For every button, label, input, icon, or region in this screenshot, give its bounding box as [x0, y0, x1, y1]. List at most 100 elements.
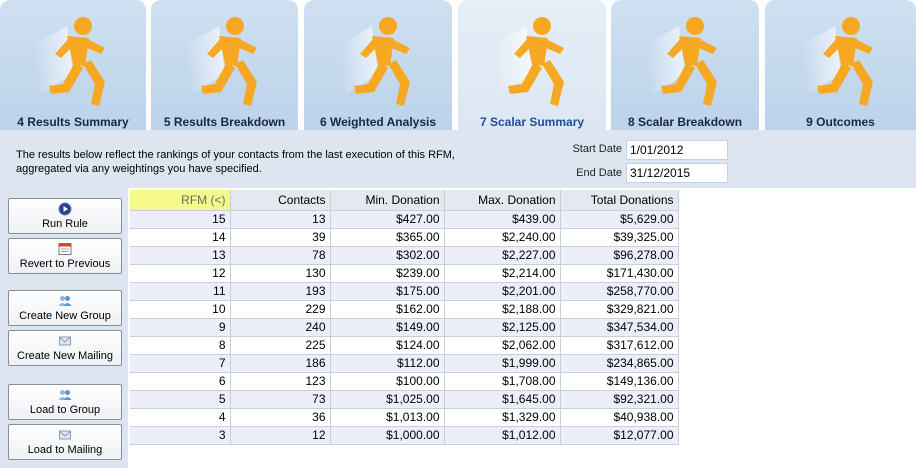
create-new-group-button[interactable]: Create New Group [8, 290, 122, 326]
cell-min-donation: $365.00 [330, 228, 445, 247]
cell-rfm: 11 [130, 282, 231, 301]
cell-total-donations: $171,430.00 [560, 264, 679, 283]
cell-rfm: 13 [130, 246, 231, 265]
cell-total-donations: $5,629.00 [560, 210, 679, 229]
cell-rfm: 15 [130, 210, 231, 229]
table-row[interactable]: 4 36 $1,013.00 $1,329.00 $40,938.00 [130, 408, 679, 427]
group-icon [58, 296, 72, 306]
column-header-total-donations[interactable]: Total Donations [560, 190, 679, 211]
cell-contacts: 12 [230, 426, 331, 445]
cell-total-donations: $329,821.00 [560, 300, 679, 319]
table-row[interactable]: 11 193 $175.00 $2,201.00 $258,770.00 [130, 282, 679, 301]
cell-contacts: 39 [230, 228, 331, 247]
column-header-min-donation[interactable]: Min. Donation [330, 190, 445, 211]
description-line: aggregated via any weightings you have s… [16, 163, 262, 175]
table-header-row: RFM (<) Contacts Min. Donation Max. Dona… [130, 190, 679, 211]
cell-total-donations: $347,534.00 [560, 318, 679, 337]
cell-rfm: 10 [130, 300, 231, 319]
cell-max-donation: $1,329.00 [444, 408, 561, 427]
cell-total-donations: $258,770.00 [560, 282, 679, 301]
tab-strip: 4 Results Summary 5 Results Breakdown 6 … [0, 0, 916, 130]
cell-rfm: 7 [130, 354, 231, 373]
table-row[interactable]: 13 78 $302.00 $2,227.00 $96,278.00 [130, 246, 679, 265]
cell-min-donation: $302.00 [330, 246, 445, 265]
mailing-icon [59, 430, 71, 440]
cell-max-donation: $2,227.00 [444, 246, 561, 265]
table-row[interactable]: 9 240 $149.00 $2,125.00 $347,534.00 [130, 318, 679, 337]
cell-rfm: 12 [130, 264, 231, 283]
end-date-label: End Date [576, 167, 622, 179]
description: The results below reflect the rankings o… [16, 148, 455, 176]
cell-rfm: 9 [130, 318, 231, 337]
cell-rfm: 14 [130, 228, 231, 247]
tab-label: 9 Outcomes [806, 115, 875, 129]
cell-total-donations: $234,865.00 [560, 354, 679, 373]
tab-results-breakdown[interactable]: 5 Results Breakdown [151, 0, 298, 130]
start-date-label: Start Date [572, 143, 622, 155]
cell-rfm: 3 [130, 426, 231, 445]
cell-min-donation: $149.00 [330, 318, 445, 337]
cell-min-donation: $100.00 [330, 372, 445, 391]
cell-contacts: 13 [230, 210, 331, 229]
table-row[interactable]: 14 39 $365.00 $2,240.00 $39,325.00 [130, 228, 679, 247]
cell-total-donations: $149,136.00 [560, 372, 679, 391]
button-label: Create New Mailing [17, 350, 113, 362]
column-header-rfm[interactable]: RFM (<) [130, 190, 231, 211]
tab-weighted-analysis[interactable]: 6 Weighted Analysis [304, 0, 452, 130]
cell-total-donations: $96,278.00 [560, 246, 679, 265]
running-man-icon [186, 17, 257, 106]
cell-max-donation: $2,188.00 [444, 300, 561, 319]
tab-label: 5 Results Breakdown [163, 115, 286, 129]
cell-contacts: 240 [230, 318, 331, 337]
tab-outcomes[interactable]: 9 Outcomes [765, 0, 916, 130]
cell-min-donation: $124.00 [330, 336, 445, 355]
load-to-mailing-button[interactable]: Load to Mailing [8, 424, 122, 460]
running-man-icon [340, 17, 410, 106]
table-row[interactable]: 10 229 $162.00 $2,188.00 $329,821.00 [130, 300, 679, 319]
action-panel: Run Rule Revert to Previous Create New G… [0, 188, 128, 468]
cell-max-donation: $1,999.00 [444, 354, 561, 373]
cell-contacts: 73 [230, 390, 331, 409]
tab-scalar-summary[interactable]: 7 Scalar Summary [458, 0, 606, 130]
column-header-contacts[interactable]: Contacts [230, 190, 331, 211]
description-line: The results below reflect the rankings o… [16, 149, 455, 161]
create-new-mailing-button[interactable]: Create New Mailing [8, 330, 122, 366]
running-man-icon [494, 17, 564, 106]
cell-min-donation: $1,025.00 [330, 390, 445, 409]
table-row[interactable]: 8 225 $124.00 $2,062.00 $317,612.00 [130, 336, 679, 355]
cell-max-donation: $2,214.00 [444, 264, 561, 283]
cell-min-donation: $112.00 [330, 354, 445, 373]
cell-rfm: 8 [130, 336, 231, 355]
cell-max-donation: $2,201.00 [444, 282, 561, 301]
table-row[interactable]: 5 73 $1,025.00 $1,645.00 $92,321.00 [130, 390, 679, 409]
button-label: Revert to Previous [19, 258, 111, 270]
cell-contacts: 123 [230, 372, 331, 391]
cell-contacts: 193 [230, 282, 331, 301]
cell-min-donation: $175.00 [330, 282, 445, 301]
table-row[interactable]: 6 123 $100.00 $1,708.00 $149,136.00 [130, 372, 679, 391]
cell-min-donation: $239.00 [330, 264, 445, 283]
end-date-field[interactable]: 31/12/2015 [626, 163, 728, 183]
table-row[interactable]: 15 13 $427.00 $439.00 $5,629.00 [130, 210, 679, 229]
table-row[interactable]: 3 12 $1,000.00 $1,012.00 $12,077.00 [130, 426, 679, 445]
run-rule-button[interactable]: Run Rule [8, 198, 122, 234]
cell-max-donation: $1,645.00 [444, 390, 561, 409]
button-label: Run Rule [42, 218, 88, 230]
cell-total-donations: $317,612.00 [560, 336, 679, 355]
start-date-field[interactable]: 1/01/2012 [626, 140, 728, 160]
cell-max-donation: $2,125.00 [444, 318, 561, 337]
cell-contacts: 36 [230, 408, 331, 427]
cell-total-donations: $12,077.00 [560, 426, 679, 445]
table-row[interactable]: 7 186 $112.00 $1,999.00 $234,865.00 [130, 354, 679, 373]
cell-min-donation: $427.00 [330, 210, 445, 229]
column-header-max-donation[interactable]: Max. Donation [444, 190, 561, 211]
tab-scalar-breakdown[interactable]: 8 Scalar Breakdown [611, 0, 759, 130]
tab-results-summary[interactable]: 4 Results Summary [0, 0, 146, 130]
tab-label: 6 Weighted Analysis [319, 115, 437, 129]
revert-to-previous-button[interactable]: Revert to Previous [8, 238, 122, 274]
load-to-group-button[interactable]: Load to Group [8, 384, 122, 420]
running-man-icon [647, 17, 717, 106]
calendar-icon [58, 243, 72, 255]
table-row[interactable]: 12 130 $239.00 $2,214.00 $171,430.00 [130, 264, 679, 283]
button-label: Load to Mailing [27, 444, 103, 456]
